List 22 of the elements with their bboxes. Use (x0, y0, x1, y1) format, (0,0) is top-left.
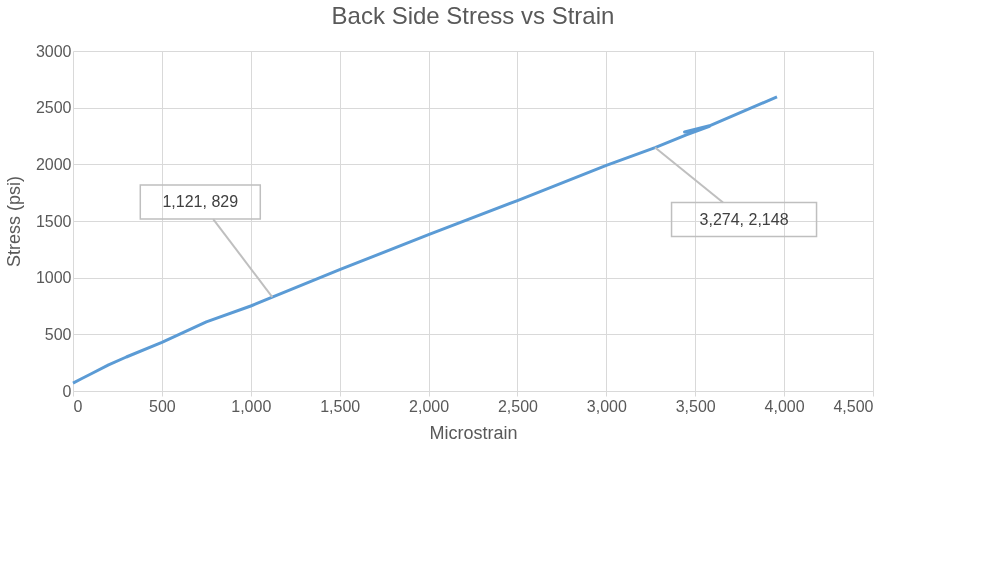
x-tick-label: 1,000 (231, 397, 272, 415)
x-tick-label: 3,500 (675, 397, 716, 415)
annotation: 3,274, 2,148 (699, 210, 789, 228)
x-tick-label: 4,000 (764, 397, 805, 415)
y-tick-label: 2500 (35, 99, 72, 117)
y-tick-label: 2000 (35, 155, 72, 173)
x-tick-label: 0 (73, 397, 83, 415)
x-axis-title: Microstrain (429, 422, 518, 443)
y-tick-label: 0 (62, 382, 72, 400)
y-tick-label: 1000 (35, 269, 72, 287)
x-tick-label: 500 (149, 397, 176, 415)
chart-title: Back Side Stress vs Strain (331, 2, 615, 29)
x-tick-label: 3,000 (586, 397, 627, 415)
y-axis-title: Stress (psi) (3, 175, 24, 268)
x-tick-label: 1,500 (320, 397, 361, 415)
x-tick-label: 2,000 (409, 397, 450, 415)
x-tick-label: 4,500 (833, 397, 874, 415)
y-tick-label: 1500 (35, 212, 72, 230)
annotation: 1,121, 829 (162, 193, 239, 211)
y-tick-label: 3000 (35, 42, 72, 60)
y-tick-label: 500 (44, 325, 72, 343)
x-tick-label: 2,500 (497, 397, 539, 415)
